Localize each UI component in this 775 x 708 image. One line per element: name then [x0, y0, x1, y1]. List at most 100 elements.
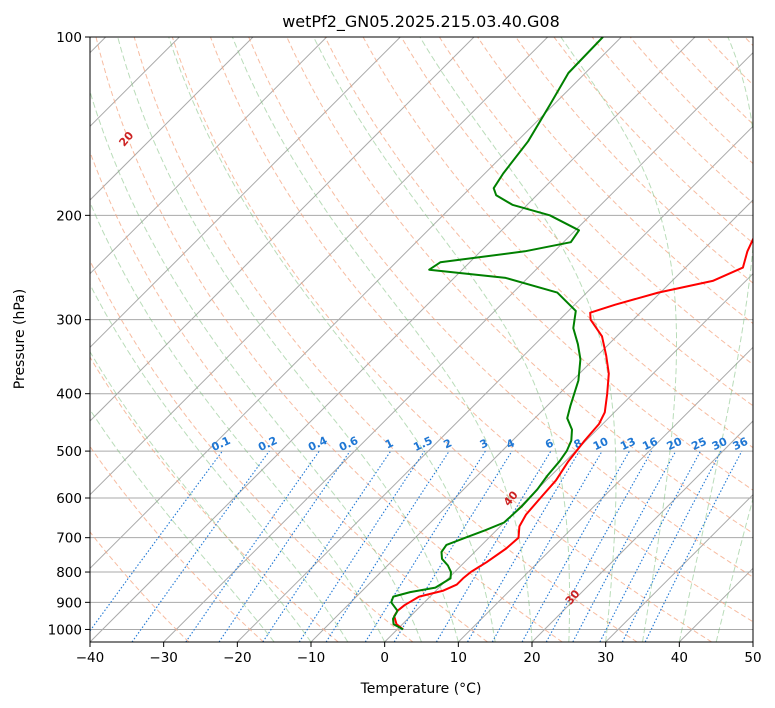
- isobar-grid: [90, 37, 753, 630]
- x-tick-label: 50: [744, 650, 761, 666]
- dry-adiabat-line: [324, 37, 753, 491]
- mixing-ratio-line: [621, 450, 722, 642]
- isotherm-line: [310, 199, 753, 642]
- moist-adiabat-line: [90, 201, 386, 642]
- isotherm-line: [90, 37, 549, 496]
- mixing-ratio-line: [491, 450, 603, 642]
- moist-adiabat-line: [90, 89, 422, 642]
- dry-adiabat-line: [90, 531, 190, 642]
- mixing-ratio-label: 30: [710, 435, 730, 453]
- moist-adiabat-line: [90, 350, 312, 642]
- mixing-ratio-label: 36: [731, 435, 751, 453]
- x-tick-label: −20: [223, 650, 252, 666]
- dry-adiabat-label: 20: [116, 129, 136, 149]
- dry-adiabat-line: [90, 259, 414, 642]
- y-axis-label: Pressure (hPa): [12, 289, 28, 389]
- dry-adiabat-line: [90, 356, 339, 642]
- mixing-ratio-label: 3: [478, 436, 490, 451]
- isotherm-line: [90, 37, 328, 275]
- mixing-ratio-label: 20: [665, 435, 685, 453]
- y-tick-label: 500: [56, 444, 82, 460]
- isotherm-grid: [90, 37, 753, 642]
- isotherm-line: [605, 493, 753, 642]
- mixing-ratio-label: 4: [504, 436, 517, 451]
- y-axis: 1000 900 800 700 600 500 400 300 200 100: [48, 30, 90, 638]
- dry-adiabat-line: [477, 37, 753, 325]
- dry-adiabat-line: [171, 37, 712, 642]
- y-tick-label: 700: [56, 531, 82, 547]
- dry-adiabats: [90, 37, 753, 642]
- mixing-ratio-label: 13: [618, 435, 637, 453]
- mixing-ratio-line: [131, 450, 270, 642]
- x-tick-label: 10: [450, 650, 467, 666]
- x-tick-label: −40: [76, 650, 105, 666]
- mixing-ratio-label: 10: [591, 435, 611, 453]
- y-tick-label: 400: [56, 387, 82, 403]
- isotherm-line: [90, 37, 475, 422]
- y-tick-label: 900: [56, 595, 82, 611]
- dry-adiabat-line: [95, 37, 563, 642]
- y-tick-label: 200: [56, 208, 82, 224]
- mixing-ratio-line: [90, 450, 223, 632]
- y-tick-label: 600: [56, 491, 82, 507]
- dry-adiabat-line: [668, 37, 753, 125]
- plot-frame: [89, 36, 754, 643]
- dry-adiabat-label: 30: [563, 587, 583, 607]
- dry-adiabat-line: [248, 37, 753, 578]
- dry-adiabat-label: 0: [33, 132, 48, 146]
- y-tick-label: 300: [56, 313, 82, 329]
- dry-adiabat-line: [286, 37, 753, 534]
- moist-adiabat-line: [90, 283, 349, 642]
- x-tick-label: 40: [671, 650, 688, 666]
- moist-adiabat-line: [678, 37, 753, 642]
- isotherm-line: [384, 272, 753, 642]
- mixing-ratio-line: [521, 450, 630, 642]
- mixing-ratio-line: [599, 450, 701, 642]
- dry-adiabat-line: [133, 37, 638, 642]
- isotherm-line: [678, 567, 753, 642]
- x-axis: −40 −30 −20 −10 0 10 20 30 40 50: [76, 642, 762, 666]
- moist-adiabat-line: [231, 37, 533, 642]
- mixing-ratio-line: [325, 450, 450, 642]
- dry-adiabat-line: [90, 150, 488, 642]
- dry-adiabat-line: [438, 37, 753, 366]
- moist-adiabat-line: [117, 37, 459, 642]
- mixing-ratio-line: [364, 450, 486, 642]
- x-tick-label: 0: [380, 650, 389, 666]
- y-tick-label: 100: [56, 30, 82, 46]
- moist-adiabat-line: [419, 37, 617, 642]
- mixing-ratio-label: 2: [442, 436, 454, 451]
- isotherm-line: [236, 125, 753, 642]
- isotherm-line: [90, 37, 696, 642]
- mixing-ratio-label: 25: [689, 435, 708, 453]
- isotherm-line: [90, 37, 622, 570]
- isotherm-line: [90, 37, 254, 201]
- dry-adiabat-line: [90, 445, 264, 642]
- dewpoint-profile: [390, 37, 604, 631]
- y-tick-label: 1000: [48, 622, 82, 638]
- isotherm-line: [90, 37, 401, 349]
- y-tick-label: 800: [56, 565, 82, 581]
- moist-adiabat-line: [313, 37, 570, 642]
- isotherm-line: [752, 641, 753, 642]
- dry-adiabat-line: [744, 37, 753, 47]
- plot-area: 0.1 0.2 0.4 0.6 1 1.5 2 3 4 6 8 10 13 16 20 25 30 36 -10 0…: [33, 37, 753, 642]
- mixing-ratio-line: [467, 450, 580, 642]
- isotherm-line: [531, 420, 753, 642]
- mixing-ratio-line: [644, 450, 743, 642]
- moist-adiabat-line: [168, 37, 496, 642]
- x-tick-label: −10: [297, 650, 326, 666]
- dry-adiabat-label: 10: [74, 129, 94, 149]
- dry-adiabat-line: [515, 37, 753, 284]
- x-tick-label: 20: [523, 650, 540, 666]
- x-tick-label: −30: [149, 650, 178, 666]
- chart-title: wetPf2_GN05.2025.215.03.40.G08: [282, 12, 560, 32]
- dry-adiabat-line: [591, 37, 753, 204]
- mixing-ratio-label: 1: [383, 436, 395, 451]
- mixing-ratio-lines: 0.1 0.2 0.4 0.6 1 1.5 2 3 4 6 8 10 13 16 20 25 30 36: [90, 434, 751, 642]
- mixing-ratio-line: [298, 450, 425, 642]
- moist-adiabats: [90, 37, 753, 642]
- x-tick-label: 30: [597, 650, 614, 666]
- mixing-ratio-line: [185, 450, 320, 642]
